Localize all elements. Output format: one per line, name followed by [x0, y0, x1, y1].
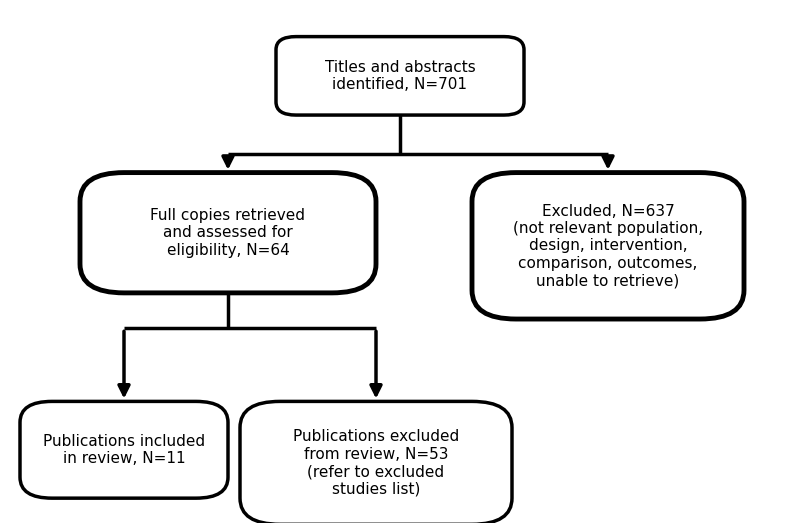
Text: Excluded, N=637
(not relevant population,
design, intervention,
comparison, outc: Excluded, N=637 (not relevant population…: [513, 203, 703, 288]
FancyBboxPatch shape: [472, 173, 744, 319]
FancyBboxPatch shape: [20, 402, 228, 498]
FancyBboxPatch shape: [240, 402, 512, 523]
FancyBboxPatch shape: [276, 37, 524, 115]
Text: Publications included
in review, N=11: Publications included in review, N=11: [43, 434, 205, 466]
FancyBboxPatch shape: [80, 173, 376, 293]
Text: Titles and abstracts
identified, N=701: Titles and abstracts identified, N=701: [325, 60, 475, 92]
Text: Publications excluded
from review, N=53
(refer to excluded
studies list): Publications excluded from review, N=53 …: [293, 429, 459, 496]
Text: Full copies retrieved
and assessed for
eligibility, N=64: Full copies retrieved and assessed for e…: [150, 208, 306, 258]
